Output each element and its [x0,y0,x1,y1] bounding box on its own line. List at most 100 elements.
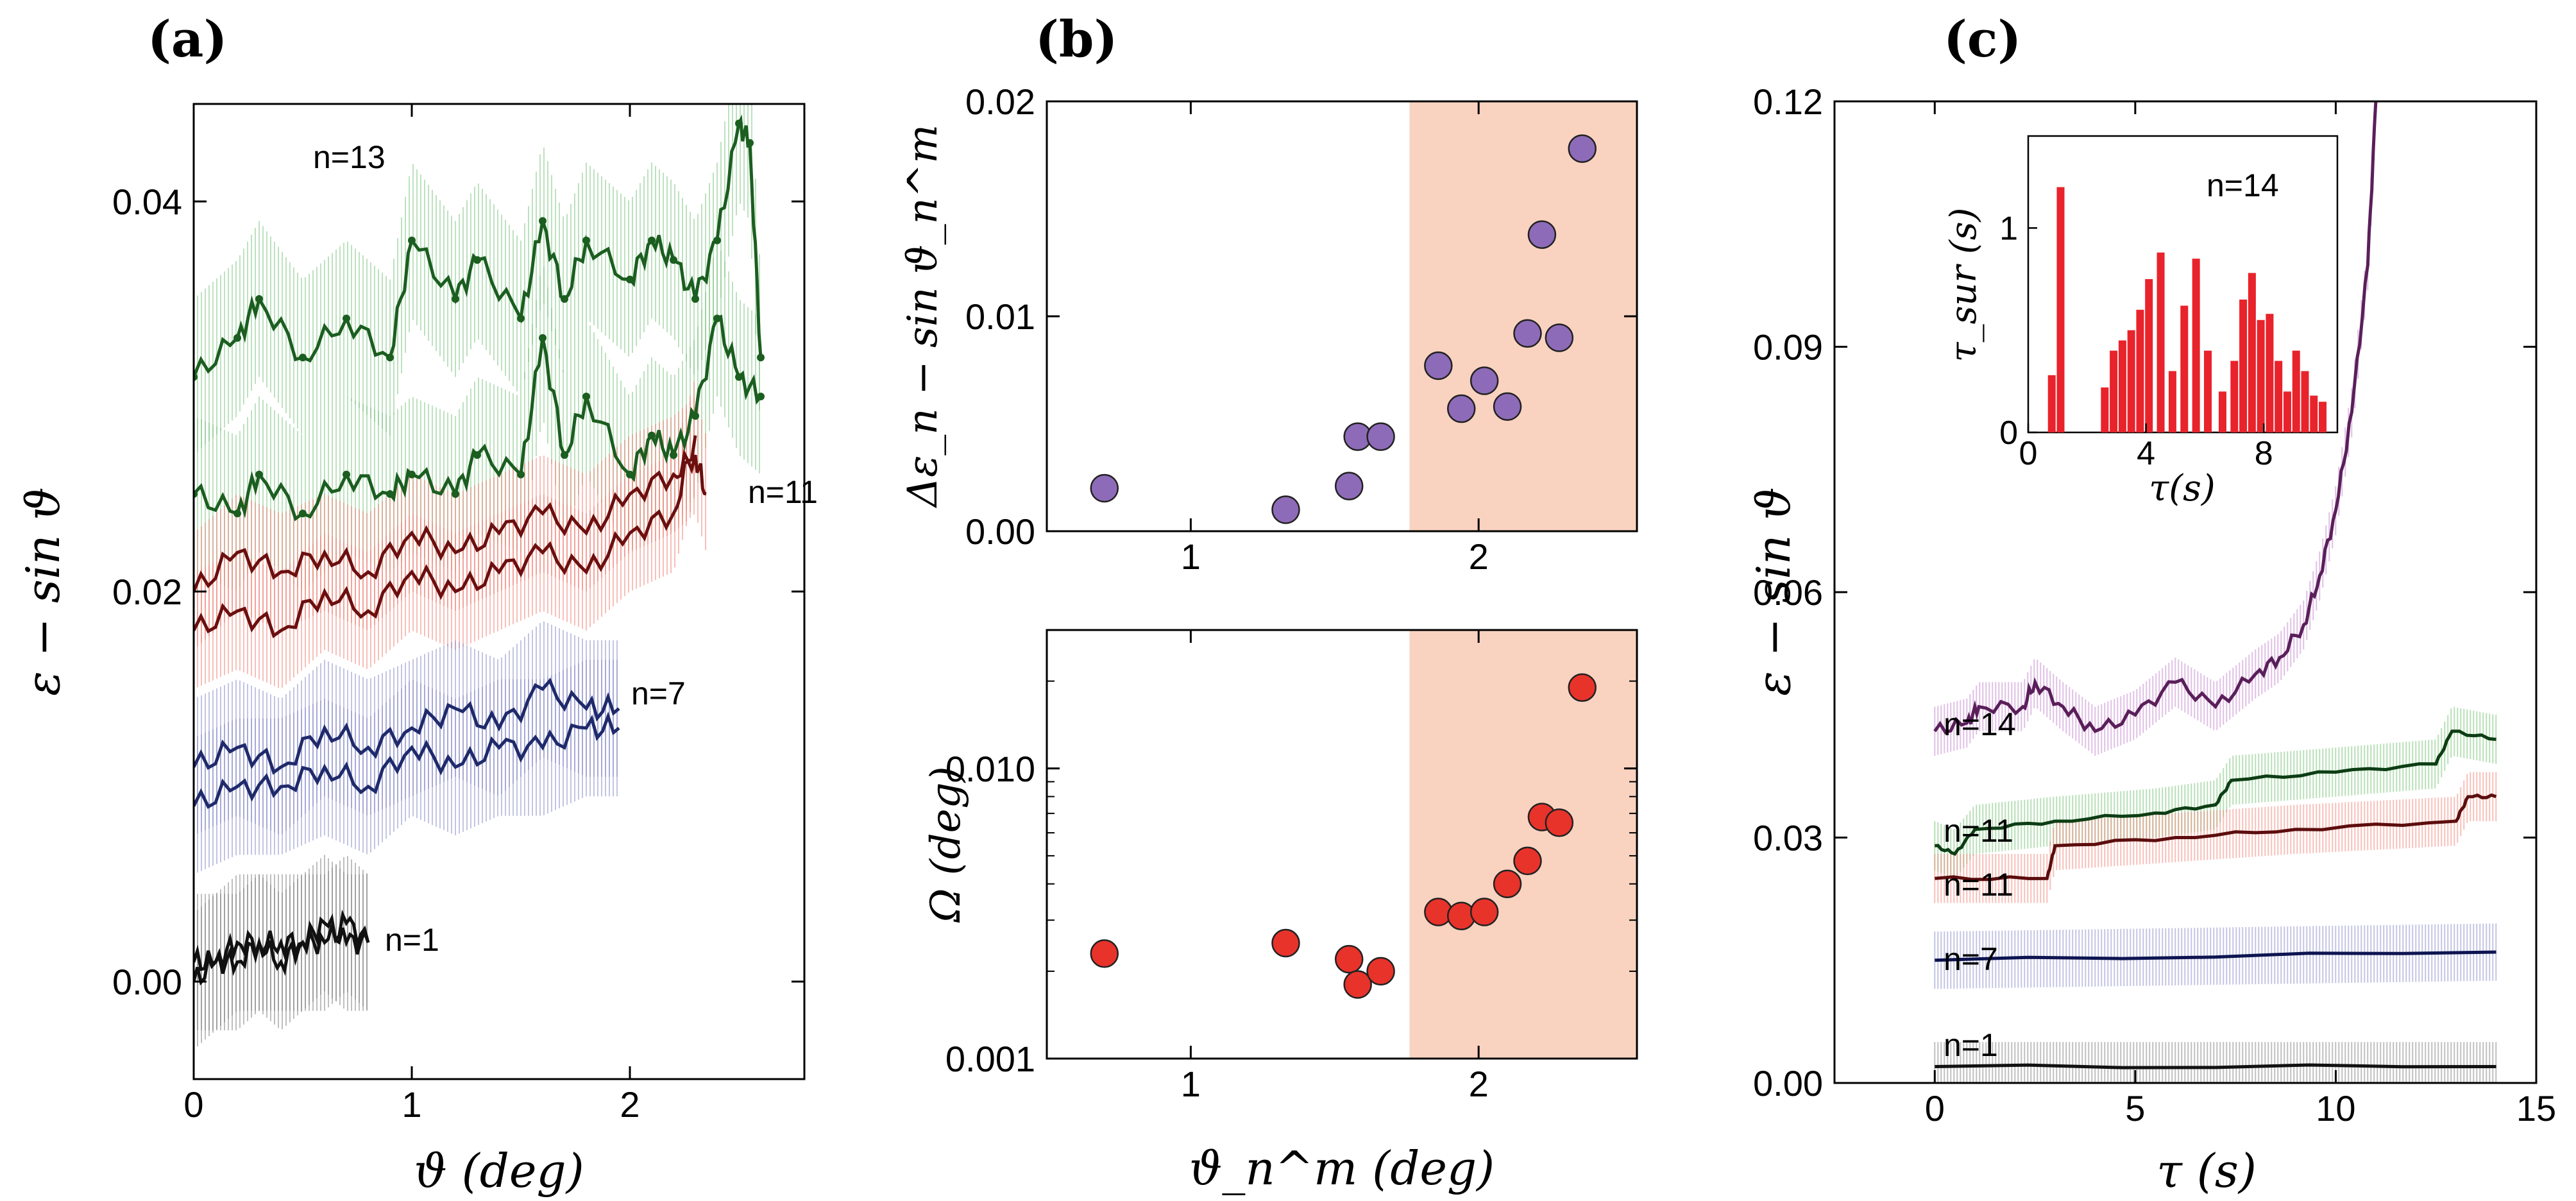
panel-b-top-point [1527,220,1557,249]
panel-b-bottom-ticks: 1 2 0.001 0.010 [945,630,1637,1104]
panel-a-marker [343,314,350,323]
panel-a-series-line [194,711,620,809]
panel-a-marker [626,470,634,479]
panel-b-top-point [1366,422,1395,451]
panel-a-ytick-label: 0.04 [112,182,182,222]
panel-a-marker [517,314,525,323]
panel-b-bottom-point [1271,928,1300,958]
panel-b-top-ytick-label: 0.02 [965,81,1035,122]
panel-b-top-ticks: 1 2 0.00 0.01 0.02 [965,81,1637,577]
inset-bar [2218,391,2226,432]
inset-ylabel: τ_sur (s) [1943,208,1985,362]
panel-c-series [1933,101,2497,1069]
panel-a-marker [757,353,765,362]
inset-ytick-label: 1 [1999,210,2018,247]
inset-annotation: n=14 [2207,167,2279,203]
inset-xtick-label: 0 [2019,435,2038,472]
inset-bar [2118,340,2126,432]
inset-bar [2110,350,2118,432]
panel-b-top-point [1090,473,1119,503]
panel-b-bottom-ytick-label: 0.010 [945,749,1035,789]
panel-c: (c) 0 5 10 150.000.030.060.090.12 n=14 n=11… [1747,10,2556,1198]
panel-b-top-point [1446,394,1476,423]
panel-b-label: (b) [1035,10,1117,69]
panel-a-marker [299,353,307,362]
inset-xtick-label: 8 [2255,435,2273,472]
panel-a-marker [735,373,743,381]
inset-bar [2248,273,2256,432]
panel-b-bottom-point [1545,808,1574,837]
inset-xlabel: τ(s) [2149,468,2215,509]
panel-a-marker [299,509,307,518]
annot-c-n14: n=14 [1944,706,2016,742]
inset-bar [2101,387,2109,432]
inset-bar [2257,319,2265,432]
panel-a-marker [582,393,590,400]
panel-b-bottom-frame [1046,629,1638,1060]
panel-a-marker [670,256,677,264]
panel-a-marker [386,490,394,498]
panel-c-ytick-label: 0.06 [1753,572,1823,613]
panel-a-series-line [194,909,370,986]
panel-b-bottom-point [1366,957,1395,986]
inset-bar [2047,375,2056,432]
panel-a-marker [408,470,416,479]
panel-b-bottom-ylabel: Ω (deg) [922,766,970,923]
panel-a-marker [452,490,459,498]
panel-b-xlabel: ϑ_n^m (deg) [1189,1141,1495,1195]
annot-a-n13: n=13 [313,139,386,175]
panel-a-marker [517,470,525,479]
panel-a-marker [233,334,241,342]
inset-bar [2180,305,2189,432]
inset-bar [2239,299,2248,432]
inset-bar [2266,314,2274,432]
annot-c-n11-red: n=11 [1944,867,2013,903]
panel-a-series-line [194,314,762,522]
panel-a-marker [626,275,634,284]
panel-c-ylabel: ε − sin ϑ [1747,487,1801,695]
annot-c-n11-green: n=11 [1944,813,2013,849]
panel-a-marker [582,236,590,244]
panel-a-marker [473,256,481,264]
panel-c-ytick-label: 0.00 [1753,1063,1823,1103]
panel-b-top-point [1545,323,1574,352]
annot-a-n11: n=11 [748,474,818,510]
panel-c-series-line [1935,793,2497,882]
inset-bar [2319,402,2327,432]
panel-c-xlabel: τ (s) [2157,1144,2257,1198]
panel-a-marker [233,509,241,518]
panel-a-label: (a) [148,10,227,69]
panel-a-series-line [194,677,620,775]
panel-a-ticks: 0 1 2 0.00 0.02 0.04 [112,104,804,1125]
inset-bar [2204,350,2212,432]
panel-b-bottom-point [1090,939,1119,968]
inset-ytick-label: 0 [1999,414,2018,452]
panel-c-series-line [1935,1063,2496,1069]
panel-b-bottom-point [1470,898,1499,926]
panel-b-top: (b) 1 2 0.00 0.01 0.02 Δε_n − sin ϑ_n^m [899,10,1638,577]
panel-a-xtick-label: 0 [183,1084,203,1125]
panel-a-marker [255,470,263,479]
inset-bar [2230,361,2239,432]
annot-c-n7: n=7 [1944,941,1998,977]
panel-a-marker [343,470,350,479]
inset-ticks: 0 4 8 0 1 [1999,210,2273,472]
panel-a-marker [746,139,754,147]
panel-b-top-xtick-label: 1 [1181,536,1201,577]
panel-b-bottom-point [1343,970,1372,999]
panel-b-top-shaded-region [1409,101,1637,531]
panel-a-marker [255,295,263,303]
panel-b-bottom-points [1090,673,1597,999]
inset-bar [2168,371,2176,432]
panel-a-ytick-label: 0.00 [112,962,182,1002]
panel-b-top-ytick-label: 0.00 [965,511,1035,552]
panel-a-marker [408,236,416,244]
annot-a-n7: n=7 [631,676,686,711]
panel-b-top-point [1424,351,1453,380]
inset-bars [2047,187,2327,432]
inset-bar [2157,252,2165,432]
panel-b-bottom-ytick-label: 0.001 [945,1039,1035,1079]
panel-a-xlabel: ϑ (deg) [414,1144,584,1198]
panel-b-top-point [1271,495,1300,524]
